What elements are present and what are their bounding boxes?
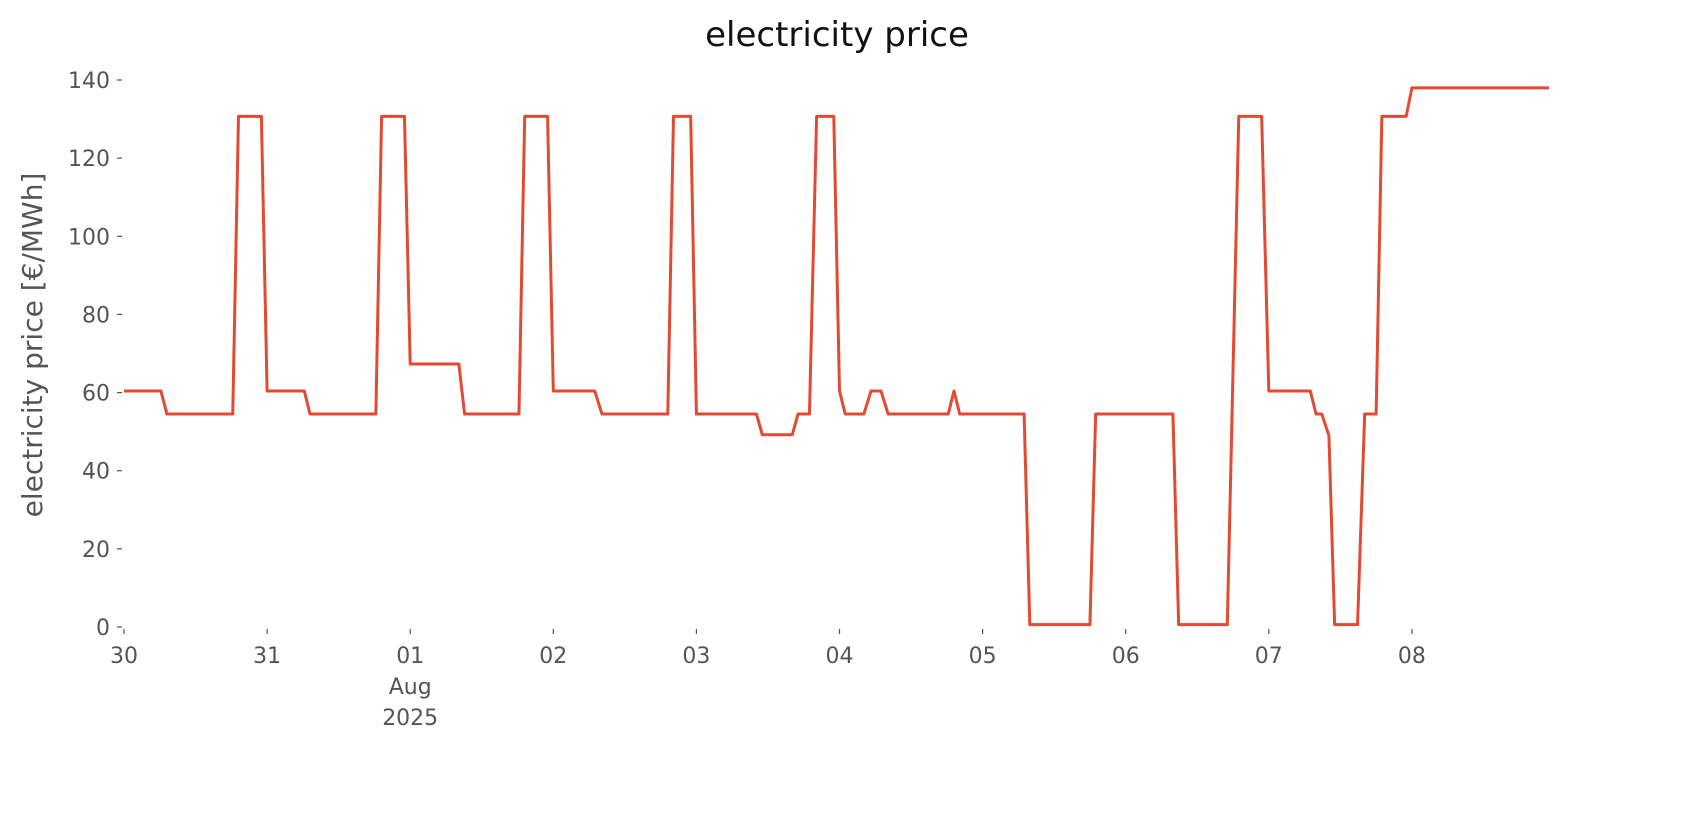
- y-tick-label: 20: [82, 538, 110, 563]
- y-tick-label: 40: [82, 460, 110, 485]
- x-tick-label: 30: [110, 644, 138, 669]
- chart-title: electricity price: [705, 15, 969, 55]
- y-tick-label: 100: [68, 225, 110, 250]
- y-tick-label: 140: [68, 69, 110, 94]
- x-tick-label: 08: [1398, 644, 1426, 669]
- y-axis-label: electricity price [€/MWh]: [16, 173, 49, 518]
- x-tick-label: 05: [969, 644, 997, 669]
- x-tick-label: 04: [826, 644, 854, 669]
- x-tick-label: 06: [1112, 644, 1140, 669]
- x-tick-label: 07: [1255, 644, 1283, 669]
- y-tick-label: 60: [82, 382, 110, 407]
- x-tick-label: 03: [682, 644, 710, 669]
- y-tick-label: 120: [68, 147, 110, 172]
- data-line: [124, 86, 1549, 627]
- x-tick-label: 31: [253, 644, 281, 669]
- x-tick-label: 02: [539, 644, 567, 669]
- y-tick-label: 0: [96, 616, 110, 641]
- y-tick-label: 80: [82, 303, 110, 328]
- x-tick-label: 01 Aug 2025: [382, 644, 438, 731]
